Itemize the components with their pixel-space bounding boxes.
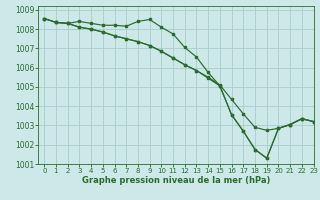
X-axis label: Graphe pression niveau de la mer (hPa): Graphe pression niveau de la mer (hPa)	[82, 176, 270, 185]
